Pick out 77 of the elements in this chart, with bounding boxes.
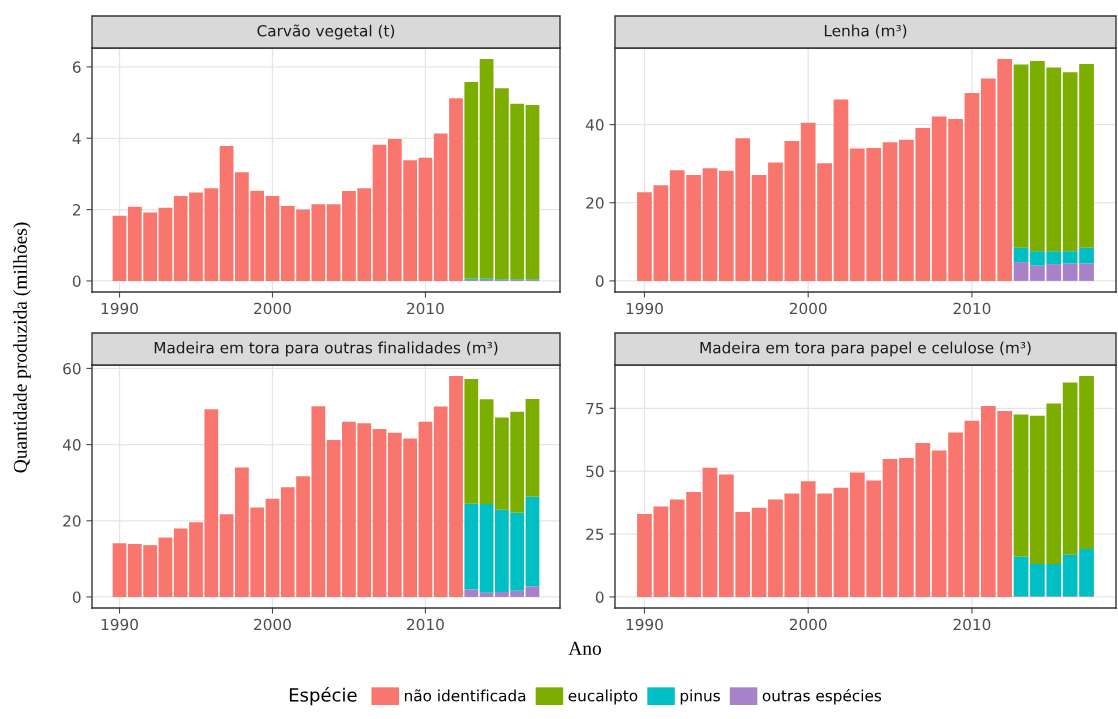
bar — [964, 92, 980, 281]
bar — [1013, 414, 1029, 557]
bar — [479, 504, 494, 593]
x-tick-label: 2010 — [407, 302, 444, 315]
bar — [112, 215, 127, 281]
y-tick-label: 40 — [585, 119, 604, 131]
y-tick-label: 0 — [72, 275, 81, 287]
bar — [751, 507, 767, 597]
bar — [882, 142, 898, 281]
x-tick-label: 2010 — [953, 618, 991, 631]
bar — [479, 399, 494, 505]
x-tick-label: 2010 — [407, 618, 444, 631]
bar — [418, 421, 433, 597]
bar — [158, 207, 173, 281]
y-tick-label: 6 — [72, 61, 81, 73]
bar — [479, 592, 494, 597]
bar — [525, 398, 540, 497]
bar — [833, 99, 849, 281]
bar — [372, 144, 387, 281]
y-axis-title: Quantidade produzida (milhões) — [13, 222, 31, 473]
chart-title: Lenha (m³) — [824, 24, 907, 39]
bar — [464, 589, 479, 597]
y-tick-label: 50 — [586, 465, 604, 478]
bar — [525, 496, 540, 587]
bar — [219, 514, 234, 597]
x-tick-label: 2000 — [254, 618, 291, 631]
y-tick-label: 0 — [595, 275, 604, 287]
bar — [464, 379, 479, 504]
x-axis-title: Ano — [568, 641, 601, 655]
bar — [1013, 556, 1029, 597]
y-tick-label: 0 — [72, 591, 81, 603]
bar — [751, 175, 767, 281]
x-tick-label: 1990 — [626, 618, 663, 631]
bar — [372, 428, 387, 597]
bar — [479, 59, 494, 279]
chart-title: Madeira em tora para outras finalidades (m³) — [154, 341, 498, 357]
y-tick-label: 75 — [586, 402, 604, 415]
bar — [525, 105, 540, 280]
bar — [525, 586, 540, 597]
legend-label: não identificada — [404, 689, 526, 702]
chart-title: Madeira em tora para papel e celulose (m³) — [700, 341, 1031, 357]
legend-label: eucalipto — [568, 689, 638, 705]
y-tick-label: 25 — [586, 528, 604, 541]
x-tick-label: 2000 — [789, 618, 827, 631]
y-tick-label: 40 — [62, 439, 81, 451]
legend-label: outras espécies — [762, 689, 882, 705]
bar — [464, 503, 479, 590]
y-tick-label: 2 — [72, 204, 81, 216]
bar — [833, 487, 849, 597]
y-tick-label: 20 — [63, 515, 81, 527]
bar — [219, 146, 234, 281]
bar — [418, 157, 433, 281]
bar — [1013, 247, 1029, 263]
bar — [702, 168, 718, 281]
bar — [964, 420, 980, 597]
x-tick-label: 1990 — [101, 618, 138, 631]
y-tick-label: 20 — [586, 197, 604, 209]
y-tick-label: 0 — [595, 591, 604, 603]
y-tick-label: 60 — [63, 362, 81, 375]
x-tick-label: 1990 — [626, 302, 663, 315]
chart-title: Carvão vegetal (t) — [257, 24, 395, 40]
x-tick-label: 2010 — [953, 302, 991, 315]
bar — [265, 196, 280, 281]
legend-title: Espécie — [289, 687, 357, 706]
bar — [1013, 64, 1029, 248]
x-tick-label: 1990 — [101, 302, 138, 315]
y-tick-label: 4 — [72, 132, 81, 145]
legend-label: pinus — [680, 689, 720, 705]
x-tick-label: 2000 — [789, 302, 827, 315]
bar — [265, 498, 280, 597]
bar — [702, 467, 718, 597]
bar — [112, 543, 127, 597]
bar — [158, 537, 173, 597]
bar — [464, 81, 479, 279]
bar — [882, 459, 898, 597]
bar — [1013, 262, 1029, 281]
x-tick-label: 2000 — [254, 302, 291, 315]
